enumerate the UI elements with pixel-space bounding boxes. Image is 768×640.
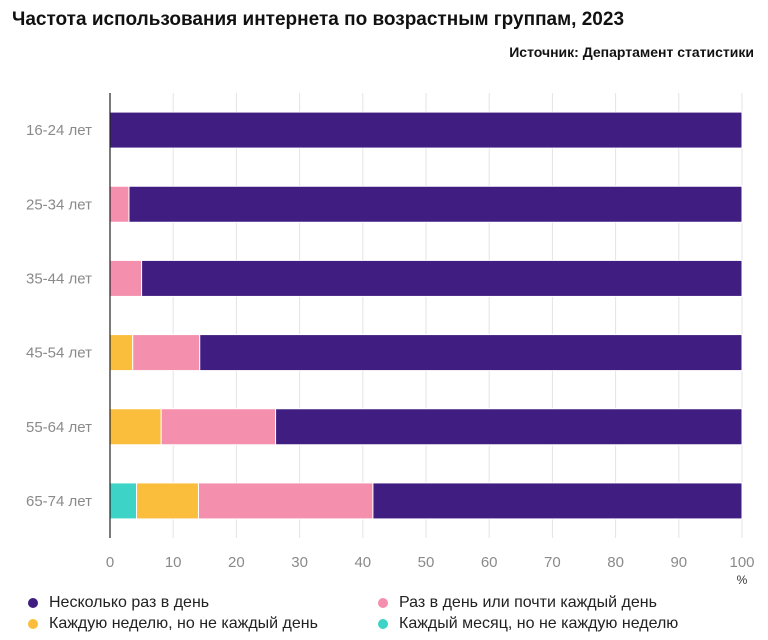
x-tick-label: 40 <box>354 554 371 571</box>
bar-segment <box>128 185 743 223</box>
bar-segment <box>109 408 162 446</box>
x-tick-label: 20 <box>228 554 245 571</box>
legend-item: Раз в день или почти каждый день <box>378 594 657 612</box>
chart-source: Источник: Департамент статистики <box>509 44 754 60</box>
bar-segment <box>136 482 199 520</box>
y-category-label: 16-24 лет <box>26 122 92 139</box>
y-category-label: 25-34 лет <box>26 196 92 213</box>
x-tick-label: 0 <box>106 554 114 571</box>
legend-item: Каждый месяц, но не каждую неделю <box>378 615 678 633</box>
legend-label: Каждую неделю, но не каждый день <box>49 615 318 632</box>
legend-swatch <box>28 598 38 608</box>
bar-segment <box>109 482 138 520</box>
bar-segment <box>109 185 130 223</box>
bar-segment <box>109 111 743 149</box>
bars <box>109 111 743 520</box>
bar-segment <box>160 408 277 446</box>
bar-segment <box>109 259 143 297</box>
bar-segment <box>197 482 374 520</box>
bar-segment <box>132 334 201 372</box>
legend-item: Каждую неделю, но не каждый день <box>28 615 318 633</box>
bar-segment <box>109 334 134 372</box>
legend-swatch <box>378 619 388 629</box>
bar-segment <box>199 334 743 372</box>
bar-segment <box>141 259 743 297</box>
x-unit-label: % <box>737 573 748 587</box>
bar-segment <box>372 482 743 520</box>
bar-segment <box>275 408 743 446</box>
x-tick-label: 90 <box>670 554 687 571</box>
chart-title: Частота использования интернета по возра… <box>12 9 625 30</box>
x-tick-label: 30 <box>291 554 308 571</box>
gridlines <box>172 93 743 538</box>
y-category-label: 65-74 лет <box>26 493 92 510</box>
y-category-label: 35-44 лет <box>26 270 92 287</box>
y-category-label: 45-54 лет <box>26 345 92 362</box>
legend-swatch <box>378 598 388 608</box>
legend-label: Раз в день или почти каждый день <box>399 594 657 611</box>
y-category-label: 55-64 лет <box>26 419 92 436</box>
x-tick-label: 60 <box>481 554 498 571</box>
legend-label: Несколько раз в день <box>49 594 210 611</box>
legend-item: Несколько раз в день <box>28 594 209 612</box>
x-tick-label: 100 <box>729 554 754 571</box>
tick-labels: 0 10 20 30 40 50 60 70 80 90 100% 16-24 лет 25-34 ле… <box>26 122 755 587</box>
x-tick-label: 80 <box>607 554 624 571</box>
x-tick-label: 70 <box>544 554 561 571</box>
x-tick-label: 50 <box>418 554 435 571</box>
legend-label: Каждый месяц, но не каждую неделю <box>399 615 679 632</box>
x-tick-label: 10 <box>165 554 182 571</box>
legend-swatch <box>28 619 38 629</box>
